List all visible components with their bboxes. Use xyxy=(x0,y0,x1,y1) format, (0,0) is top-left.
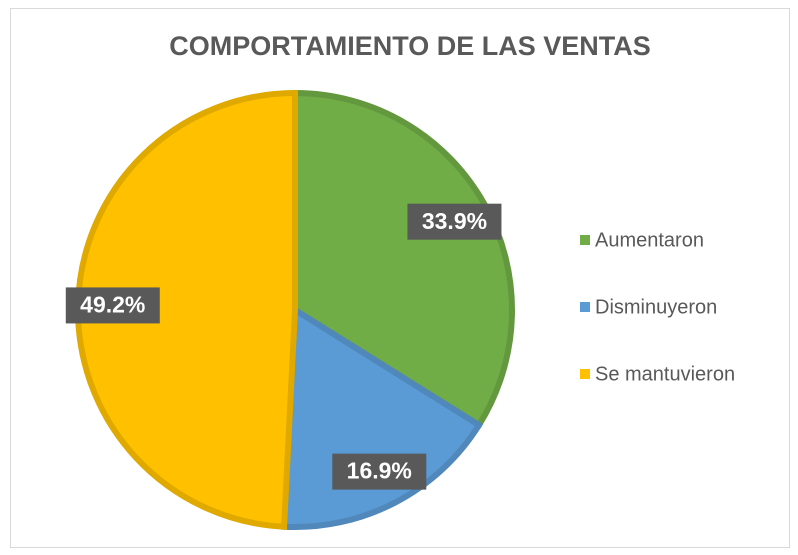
legend-swatch xyxy=(580,302,590,312)
legend-label: Aumentaron xyxy=(595,229,704,251)
legend-label: Se mantuvieron xyxy=(595,363,735,385)
data-label-box xyxy=(407,203,502,240)
data-label: 33.9% xyxy=(422,208,487,234)
data-label-box xyxy=(332,453,427,490)
legend-swatch xyxy=(580,235,590,245)
legend-swatch xyxy=(580,369,590,379)
legend-label: Disminuyeron xyxy=(595,296,717,318)
data-label: 49.2% xyxy=(80,291,145,317)
data-label: 16.9% xyxy=(347,458,412,484)
data-label-box xyxy=(65,287,160,324)
chart-title: COMPORTAMIENTO DE LAS VENTAS xyxy=(169,31,651,61)
